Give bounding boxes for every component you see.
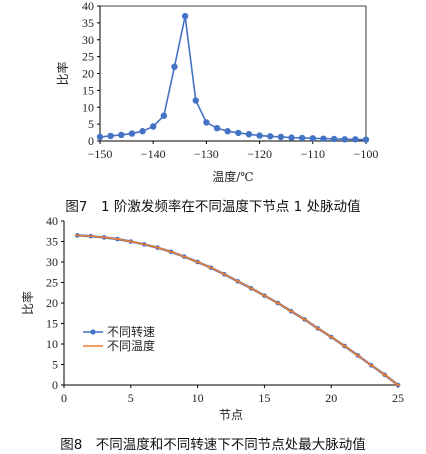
legend-swatch-marker (90, 329, 96, 335)
x-tick-label: −120 (247, 147, 272, 161)
data-point (309, 135, 316, 142)
data-point (245, 131, 253, 138)
x-tick-label: −140 (141, 147, 166, 161)
x-axis-title: 节点 (219, 408, 243, 422)
data-point (277, 133, 285, 141)
x-tick-label: −100 (354, 147, 379, 161)
y-tick-label: 40 (82, 0, 94, 13)
figure-7-caption: 图7 1 阶激发频率在不同温度下节点 1 处脉动值 (65, 199, 361, 215)
y-tick-label: 5 (52, 358, 58, 372)
data-point (267, 133, 274, 140)
data-point (139, 128, 146, 135)
y-tick-label: 0 (88, 134, 94, 148)
x-tick-label: −110 (301, 147, 325, 161)
data-point (224, 128, 231, 135)
data-point (235, 129, 242, 137)
legend-label: 不同转速 (107, 324, 155, 339)
y-tick-label: 30 (46, 255, 58, 269)
data-point (320, 135, 327, 142)
x-tick-label: 10 (192, 391, 204, 405)
x-tick-label: 25 (392, 391, 404, 405)
data-point (256, 132, 263, 139)
y-tick-label: 20 (46, 296, 58, 310)
x-tick-label: −130 (194, 147, 219, 161)
x-tick-label: 5 (128, 391, 134, 405)
x-tick-label: 0 (61, 391, 67, 405)
legend-label: 不同温度 (107, 338, 155, 353)
y-tick-label: 40 (46, 215, 58, 228)
data-point (298, 134, 306, 142)
figure-8-caption: 图8 不同温度和不同转速下不同节点处最大脉动值 (60, 437, 366, 453)
data-point (96, 133, 104, 141)
y-tick-label: 25 (82, 50, 94, 64)
data-point (160, 112, 168, 119)
data-point (288, 134, 295, 141)
y-tick-label: 25 (46, 276, 58, 290)
data-point (330, 135, 338, 143)
y-tick-label: 10 (46, 337, 58, 351)
series-line-1 (77, 234, 399, 386)
chart-temperature-pulsation: 0 5 10 15 20 25 30 35 40 −150 −140 −130 −120 −110 −100… (55, 0, 379, 184)
data-point (128, 130, 136, 137)
data-point (213, 124, 221, 132)
y-tick-label: 20 (82, 67, 94, 81)
data-point (181, 12, 189, 20)
data-point (107, 132, 114, 140)
data-point (362, 136, 370, 143)
data-point (171, 63, 178, 70)
data-point (150, 123, 157, 130)
y-tick-label: 5 (88, 117, 94, 131)
data-point (203, 119, 210, 126)
y-tick-label: 35 (46, 235, 58, 249)
x-axis-title: 温度/℃ (212, 169, 253, 184)
y-tick-label: 10 (82, 100, 94, 114)
data-point (341, 136, 348, 143)
data-point (352, 136, 359, 143)
y-axis-title: 比率 (20, 291, 35, 315)
x-tick-label: −150 (88, 147, 113, 161)
y-tick-label: 35 (82, 16, 94, 30)
y-tick-label: 30 (82, 33, 94, 47)
series-line (99, 15, 367, 141)
x-tick-label: 20 (325, 391, 337, 405)
y-tick-label: 0 (52, 378, 58, 392)
x-tick-label: 15 (258, 391, 270, 405)
y-tick-label: 15 (82, 83, 94, 97)
y-axis-title: 比率 (55, 61, 70, 85)
data-point (192, 97, 199, 104)
y-tick-label: 15 (46, 317, 58, 331)
data-point (118, 131, 125, 139)
series-line-2 (77, 234, 399, 386)
